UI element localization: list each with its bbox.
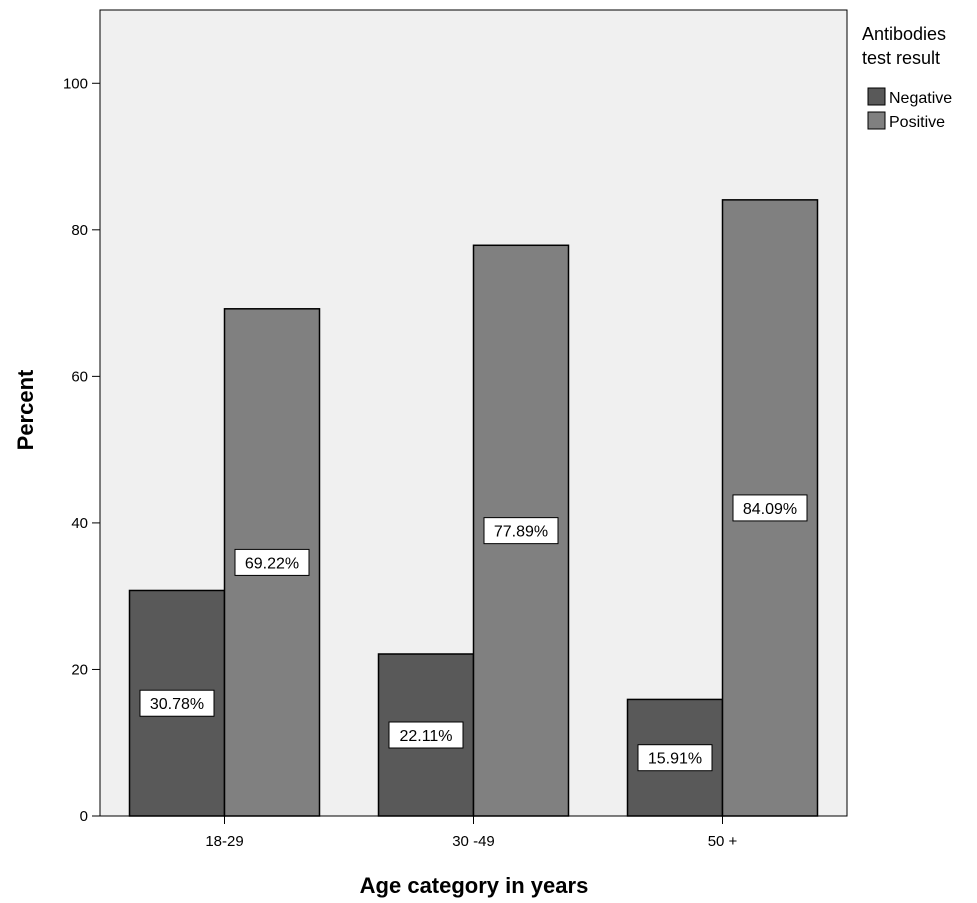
legend-title-line1: Antibodies xyxy=(862,24,946,44)
data-label-box xyxy=(139,689,215,717)
x-axis-title: Age category in years xyxy=(360,873,589,898)
legend: Antibodies test result Negative Positive xyxy=(862,24,952,131)
data-label-box xyxy=(388,721,464,749)
data-label-text: 69.22% xyxy=(245,555,299,572)
legend-swatch-negative xyxy=(867,87,886,106)
data-label-negative-2: 15.91% xyxy=(637,744,713,772)
data-label-box xyxy=(637,744,713,772)
legend-swatch-positive xyxy=(867,111,886,130)
data-label-negative-0: 30.78% xyxy=(139,689,215,717)
y-tick-label: 40 xyxy=(71,515,88,532)
data-label-text: 15.91% xyxy=(648,751,702,768)
data-label-positive-0: 69.22% xyxy=(234,548,310,576)
data-label-text: 22.11% xyxy=(399,728,452,745)
y-tick-label: 60 xyxy=(71,368,88,385)
legend-title-line2: test result xyxy=(862,48,940,68)
data-label-positive-1: 77.89% xyxy=(483,517,559,545)
data-label-negative-1: 22.11% xyxy=(388,721,464,749)
y-tick-label: 20 xyxy=(71,661,88,678)
data-label-text: 77.89% xyxy=(494,524,548,541)
y-axis-title: Percent xyxy=(13,369,38,450)
y-axis: 0 20 40 60 80 100 xyxy=(63,75,100,825)
data-label-box xyxy=(483,517,559,545)
y-tick-label: 0 xyxy=(80,808,88,825)
y-tick-label: 80 xyxy=(71,222,88,239)
x-tick-label: 50 + xyxy=(708,833,738,850)
data-labels: 30.78% 69.22% 22.11% 77.89% 15.91% 84.09% xyxy=(139,494,808,772)
legend-label-negative: Negative xyxy=(889,90,952,107)
data-label-box xyxy=(732,494,808,522)
x-tick-label: 30 -49 xyxy=(452,833,495,850)
x-axis: 18-29 30 -49 50 + xyxy=(205,816,738,850)
data-label-text: 30.78% xyxy=(150,696,204,713)
data-label-box xyxy=(234,548,310,576)
data-label-positive-2: 84.09% xyxy=(732,494,808,522)
legend-label-positive: Positive xyxy=(889,114,945,131)
x-tick-label: 18-29 xyxy=(205,833,243,850)
data-label-text: 84.09% xyxy=(743,501,797,518)
y-tick-label: 100 xyxy=(63,75,88,92)
